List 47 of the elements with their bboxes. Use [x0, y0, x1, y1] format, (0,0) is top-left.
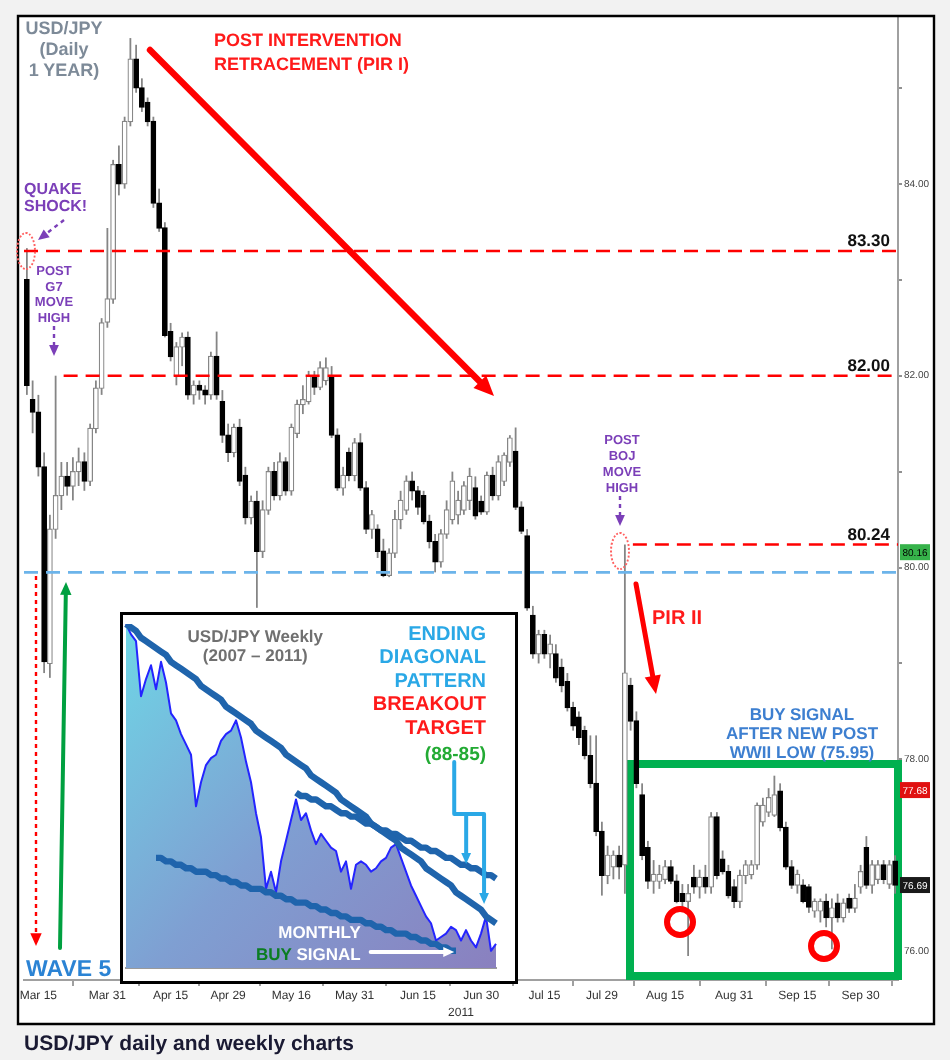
annotation: (88-85): [424, 744, 487, 766]
candlestick: [880, 859, 887, 885]
annotation: QUAKE SHOCK!: [24, 180, 88, 215]
candlestick: [892, 854, 898, 895]
candlestick: [771, 774, 778, 818]
candlestick: [662, 859, 668, 885]
candlestick: [604, 844, 611, 885]
annotation: ENDING DIAGONAL PATTERN: [379, 624, 487, 693]
candlestick: [650, 859, 657, 895]
text: USD/JPY daily and weekly charts: [24, 1032, 355, 1056]
annotation: WAVE 5: [26, 958, 113, 982]
candlestick: [81, 451, 88, 492]
annotation: BREAKOUT TARGET: [372, 694, 487, 740]
candlestick: [472, 475, 479, 521]
candlestick: [231, 422, 237, 459]
text: (2007 – 2011): [202, 645, 309, 665]
annotation: PIR II: [652, 608, 703, 630]
candlestick: [351, 437, 358, 483]
candlestick: [64, 461, 70, 497]
candlestick: [553, 643, 559, 684]
candlestick: [271, 461, 277, 502]
candlestick: [70, 456, 76, 502]
annotation: POST INTERVENTION RETRACEMENT (PIR I): [214, 30, 409, 74]
annotation: BUY SIGNAL AFTER NEW POST WWII LOW (75.95): [725, 704, 880, 763]
candlestick: [535, 628, 542, 665]
candlestick: [806, 883, 812, 914]
candlestick: [875, 859, 881, 885]
candlestick: [846, 892, 852, 914]
ref-line-label: 83.30: [847, 230, 891, 250]
annotation: MONTHLY BUY SIGNAL: [255, 922, 362, 964]
ref-line-label: 80.24: [847, 523, 891, 544]
candlestick: [800, 878, 806, 905]
candlestick: [484, 470, 490, 516]
candlestick: [196, 379, 203, 401]
candlestick: [656, 864, 663, 890]
candlestick: [737, 868, 743, 909]
candlestick: [886, 859, 893, 890]
candlestick: [455, 489, 461, 526]
ref-line-label: 82.00: [847, 354, 891, 375]
candlestick: [277, 451, 283, 502]
candlestick: [869, 859, 875, 895]
candlestick: [541, 628, 548, 660]
text: USD/JPY (Daily 1 YEAR): [25, 18, 103, 80]
candlestick: [248, 494, 254, 526]
chart-title: USD/JPY Weekly: [187, 626, 324, 646]
candlestick: [317, 360, 323, 391]
candlestick: [208, 350, 214, 401]
